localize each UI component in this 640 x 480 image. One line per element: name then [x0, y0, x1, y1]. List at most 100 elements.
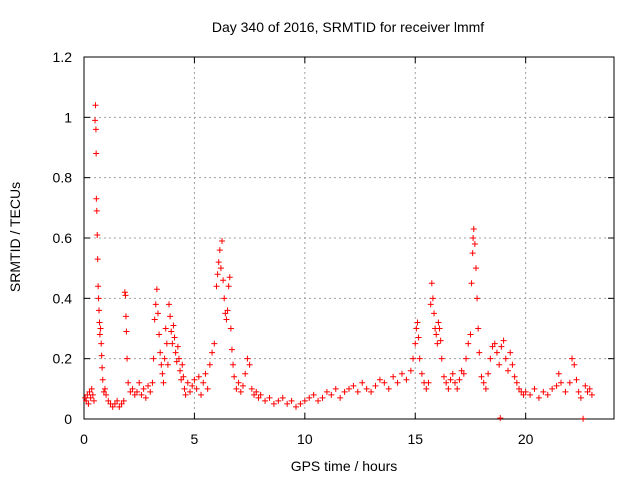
data-point: [487, 355, 494, 362]
data-point: [266, 394, 273, 401]
data-point: [168, 328, 175, 335]
data-point: [582, 382, 589, 389]
data-point: [198, 391, 205, 398]
y-axis-label: SRMTID / TECUs: [7, 182, 23, 292]
data-point: [257, 391, 264, 398]
data-point: [463, 355, 470, 362]
data-point: [429, 295, 436, 302]
data-point: [202, 370, 209, 377]
data-point: [253, 388, 260, 395]
data-point: [569, 355, 576, 362]
data-point: [171, 334, 178, 341]
data-point: [558, 379, 564, 386]
data-point: [566, 379, 573, 386]
data-point: [531, 385, 538, 392]
data-point: [522, 388, 529, 395]
data-point: [288, 397, 295, 404]
data-point: [438, 355, 445, 362]
data-point: [230, 361, 237, 368]
data-point: [403, 376, 410, 383]
data-point: [584, 388, 591, 395]
data-point: [225, 283, 232, 290]
data-point: [549, 385, 556, 392]
data-point: [262, 397, 269, 404]
data-point: [586, 385, 593, 392]
data-point: [127, 388, 134, 395]
data-point: [251, 391, 258, 398]
data-point: [363, 385, 370, 392]
data-point: [121, 289, 128, 296]
data-point: [138, 391, 145, 398]
y-tick-label: 0.2: [53, 351, 73, 367]
data-point: [140, 385, 147, 392]
data-point: [151, 316, 158, 323]
data-point: [204, 385, 211, 392]
data-point: [92, 117, 99, 124]
data-point: [509, 361, 516, 368]
data-point: [465, 340, 472, 347]
data-point: [95, 295, 102, 302]
data-point: [184, 379, 191, 386]
data-point: [385, 385, 392, 392]
data-point: [159, 370, 166, 377]
data-point: [92, 102, 99, 109]
x-axis-label: GPS time / hours: [291, 458, 398, 474]
data-point: [482, 385, 489, 392]
data-point: [93, 207, 100, 214]
data-point: [500, 337, 507, 344]
data-point: [412, 340, 419, 347]
data-point: [175, 355, 182, 362]
x-tick-labels: 0 5 10 15 20: [80, 431, 534, 447]
data-point: [418, 370, 425, 377]
data-point: [209, 349, 216, 356]
data-point: [341, 388, 348, 395]
data-point: [580, 415, 587, 422]
data-point: [399, 370, 405, 377]
data-points: [82, 102, 595, 422]
data-point: [437, 337, 444, 344]
data-point: [109, 403, 116, 410]
data-point: [87, 394, 94, 401]
data-point: [124, 355, 131, 362]
data-point: [187, 388, 193, 395]
data-point: [160, 379, 167, 386]
data-point: [181, 385, 188, 392]
data-point: [162, 325, 169, 332]
data-point: [246, 361, 253, 368]
data-point: [458, 367, 465, 374]
data-point: [470, 235, 477, 241]
data-point: [293, 403, 299, 410]
data-point: [575, 388, 582, 395]
data-point: [189, 382, 196, 389]
data-point: [440, 373, 447, 380]
y-tick-label: 0.8: [53, 170, 73, 186]
data-point: [206, 361, 213, 368]
data-point: [94, 256, 101, 263]
data-point: [332, 385, 339, 392]
data-point: [279, 394, 286, 401]
data-point: [425, 379, 432, 386]
data-point: [84, 391, 91, 398]
data-point: [496, 361, 503, 368]
data-point: [94, 231, 101, 238]
x-tick-label: 0: [80, 431, 88, 447]
data-point: [233, 385, 240, 392]
y-tick-label: 0: [64, 411, 72, 427]
data-point: [122, 313, 129, 320]
data-point: [96, 331, 103, 338]
data-point: [154, 310, 161, 317]
data-point: [125, 379, 132, 386]
data-point: [255, 394, 262, 401]
data-point: [180, 373, 187, 380]
data-point: [164, 361, 171, 368]
data-point: [301, 397, 308, 404]
data-point: [413, 325, 420, 332]
data-point: [497, 415, 504, 422]
data-point: [555, 370, 562, 377]
data-point: [520, 391, 527, 398]
data-point: [99, 376, 106, 383]
data-point: [100, 388, 107, 395]
data-point: [394, 379, 401, 386]
data-point: [447, 376, 454, 383]
